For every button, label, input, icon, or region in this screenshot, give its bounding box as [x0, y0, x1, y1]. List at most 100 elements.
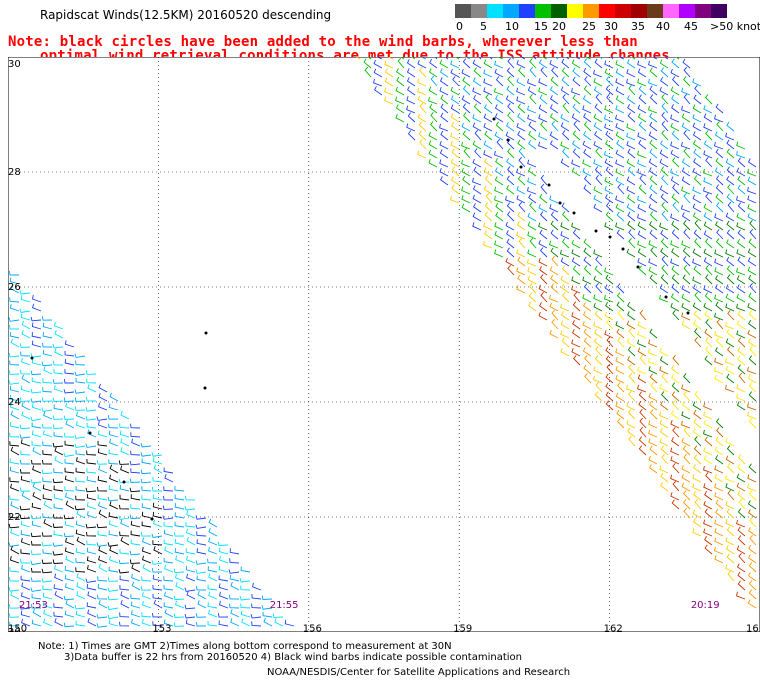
wind-barb [616, 229, 625, 240]
wind-barb [10, 446, 20, 456]
wind-barb [725, 212, 735, 222]
wind-barb [571, 285, 581, 294]
wind-barb [737, 238, 746, 249]
wind-barb [604, 158, 614, 168]
wind-barb [651, 57, 658, 60]
wind-barb [626, 384, 636, 393]
wind-barb [239, 577, 251, 583]
wind-barb [428, 149, 438, 159]
wind-barb [119, 621, 130, 627]
wind-barb [506, 230, 515, 240]
wind-barb [727, 570, 735, 582]
wind-barb [108, 403, 119, 411]
wind-barb [626, 59, 636, 69]
wind-barb [230, 618, 240, 627]
wind-barb [483, 167, 493, 177]
wind-barb [593, 275, 603, 285]
wind-barb [584, 76, 592, 87]
wind-barb [20, 530, 31, 537]
wind-barb [450, 195, 460, 204]
wind-barb [703, 302, 713, 312]
wind-barb [725, 519, 735, 528]
wind-barb [518, 201, 526, 213]
wind-barb [672, 76, 680, 87]
wind-barb [462, 76, 471, 87]
wind-barb [715, 454, 724, 465]
wind-barb [207, 620, 218, 627]
wind-barb [683, 256, 691, 267]
wind-barb [141, 612, 152, 618]
wind-barb [648, 348, 658, 357]
wind-barb [583, 247, 592, 258]
wind-barb [43, 609, 53, 618]
wind-barb [692, 302, 702, 312]
wind-barb [683, 229, 691, 240]
wind-barb [704, 292, 713, 303]
wind-barb [274, 618, 284, 627]
wind-barb [562, 211, 570, 222]
wind-barb [670, 149, 680, 159]
wind-barb [726, 148, 735, 159]
wind-barb [64, 475, 75, 483]
wind-barb [671, 58, 680, 69]
wind-barb [705, 346, 713, 357]
wind-barb [659, 411, 669, 420]
wind-barb [715, 193, 724, 204]
wind-barb [670, 141, 680, 150]
wind-barb [439, 68, 449, 78]
wind-barb [692, 483, 702, 492]
wind-barb [692, 509, 702, 519]
wind-barb [637, 150, 647, 159]
wind-barb [483, 140, 493, 150]
wind-barb [726, 175, 735, 186]
wind-barb [705, 130, 713, 141]
wind-barb [98, 392, 108, 402]
wind-barb [648, 167, 658, 177]
wind-barb [196, 575, 207, 582]
wind-barb [474, 129, 482, 141]
wind-barb [140, 586, 152, 591]
wind-barb [439, 59, 449, 69]
wind-barb [703, 203, 713, 213]
wind-barb [20, 538, 31, 546]
wind-barb [417, 87, 427, 96]
wind-barb [670, 258, 680, 267]
wind-barb [550, 247, 559, 258]
wind-barb [108, 619, 119, 627]
wind-barb [9, 331, 20, 339]
wind-barb [185, 522, 196, 528]
wind-barb [516, 87, 526, 96]
wind-barb [64, 467, 75, 474]
wind-barb [473, 103, 482, 114]
wind-barb [76, 573, 86, 582]
wind-barb [86, 502, 97, 510]
pass-time-label: 20:19 [691, 600, 720, 611]
wind-barb [65, 402, 75, 411]
wind-barb [683, 130, 691, 141]
colorbar-label: 35 [631, 20, 645, 33]
wind-barb [32, 608, 42, 618]
wind-barb [671, 130, 680, 141]
colorbar-label: 5 [480, 20, 487, 33]
wind-barb [141, 576, 152, 582]
wind-barb [507, 112, 515, 123]
wind-barb [583, 121, 592, 132]
wind-barb [560, 158, 570, 168]
wind-barb [736, 591, 746, 600]
wind-barb [97, 430, 108, 438]
wind-barb [683, 147, 691, 159]
wind-barb [727, 489, 735, 501]
wind-barb [637, 330, 647, 339]
wind-barb [428, 131, 438, 141]
wind-barb [75, 529, 86, 537]
wind-barb [661, 255, 669, 267]
wind-barb [736, 384, 746, 393]
wind-barb [417, 150, 427, 159]
wind-barb [42, 423, 53, 429]
wind-barb [484, 158, 493, 168]
wind-barb [693, 140, 702, 150]
wind-barb [75, 620, 86, 627]
wind-barb [572, 301, 581, 312]
wind-barb [716, 427, 724, 438]
wind-barb [461, 159, 471, 168]
